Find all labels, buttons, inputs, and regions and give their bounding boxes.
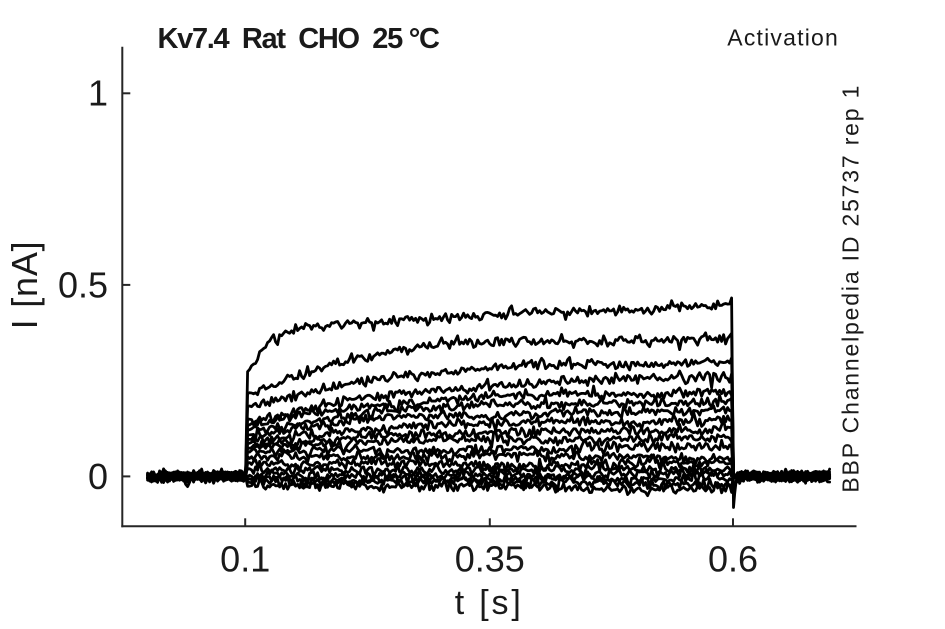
svg-text:Activation: Activation [727, 25, 839, 51]
svg-text:BBP Channelpedia ID 25737 rep: BBP Channelpedia ID 25737 rep 1 [838, 86, 864, 493]
svg-text:Kv7.4 Rat CHO 25 °C: Kv7.4 Rat CHO 25 °C [158, 23, 441, 55]
svg-text:t [s]: t [s] [455, 584, 524, 622]
svg-text:0.5: 0.5 [58, 264, 108, 305]
svg-text:0: 0 [88, 456, 108, 497]
svg-text:0.1: 0.1 [220, 539, 270, 580]
svg-text:0.35: 0.35 [455, 539, 525, 580]
svg-text:1: 1 [88, 73, 108, 114]
svg-text:I [nA]: I [nA] [4, 241, 45, 330]
svg-text:0.6: 0.6 [708, 539, 758, 580]
